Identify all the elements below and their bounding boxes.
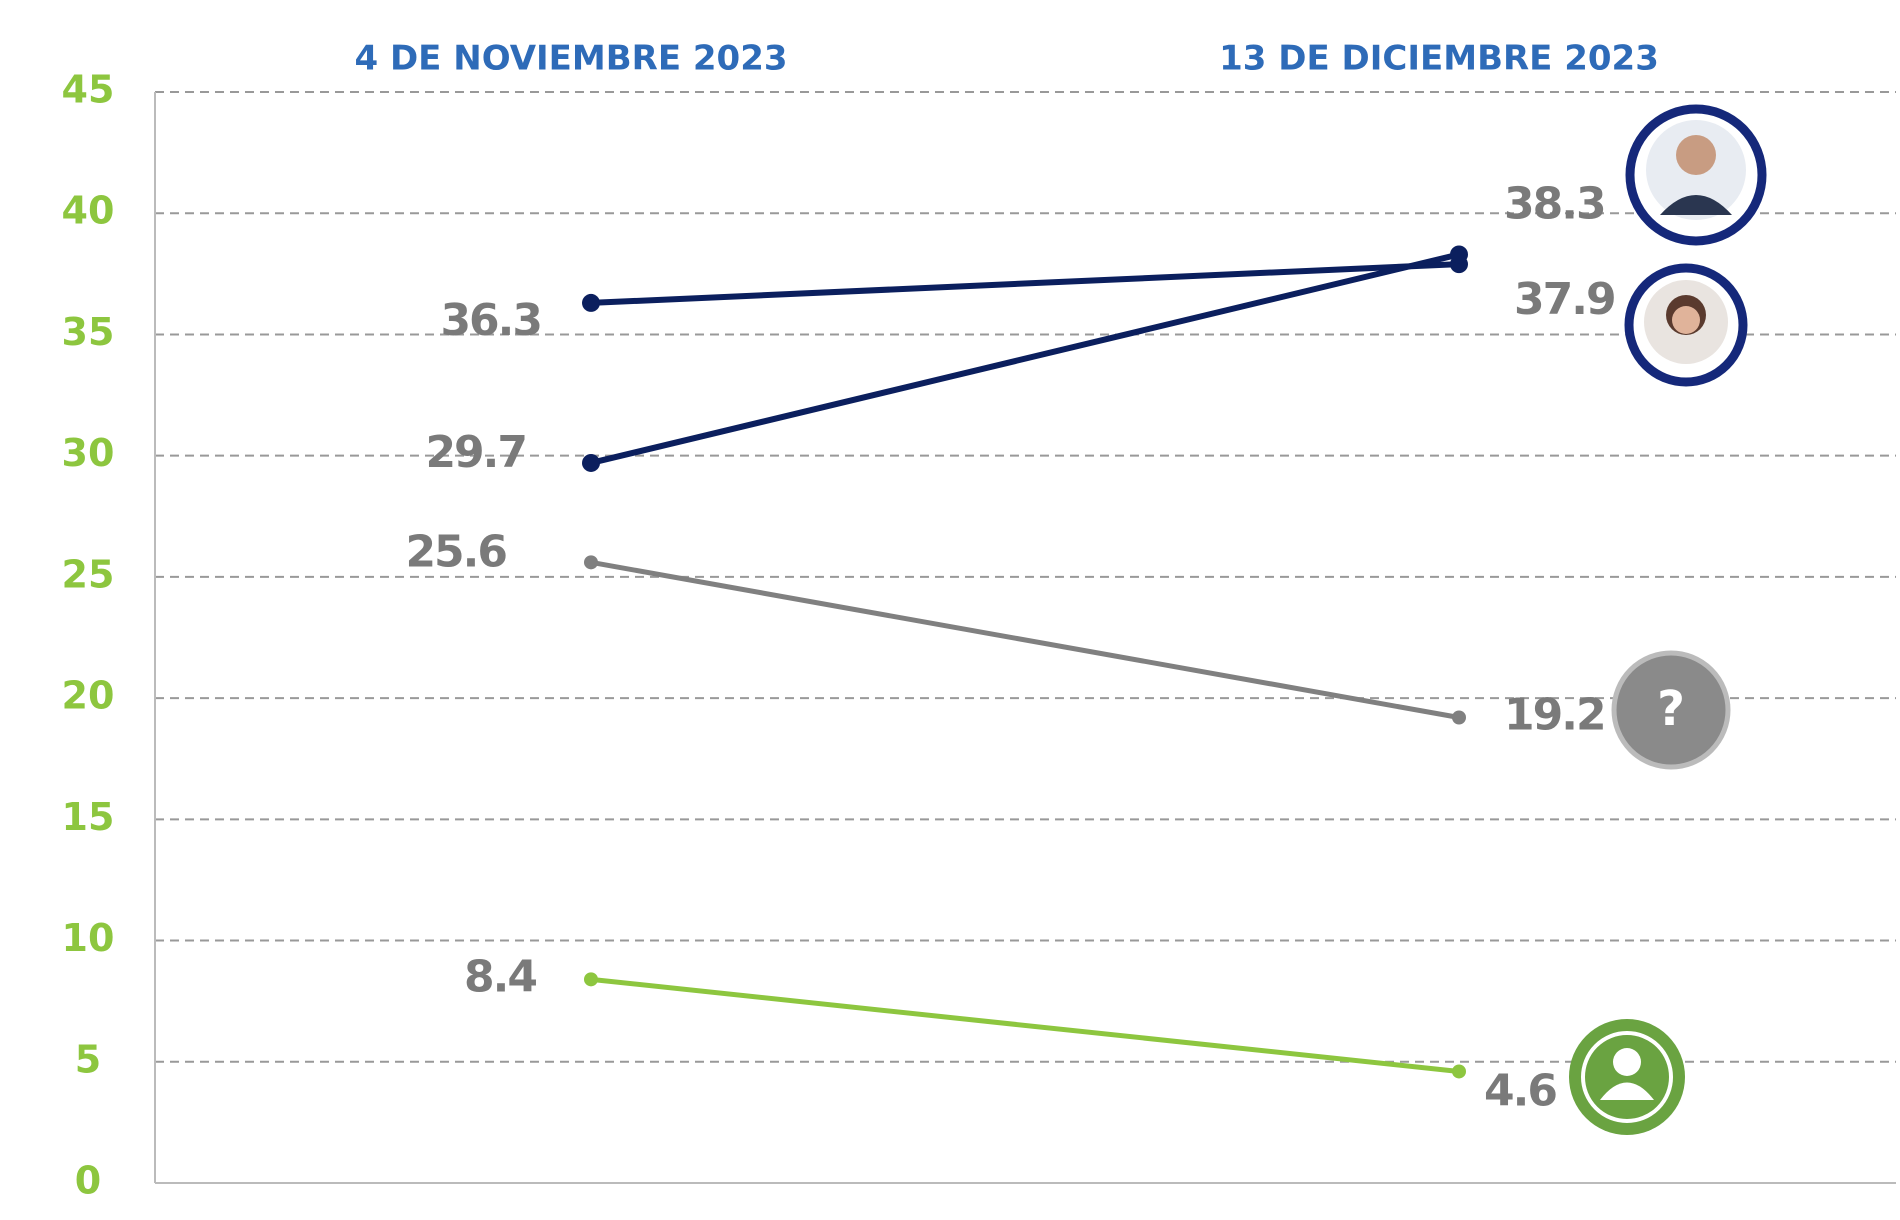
y-tick-label: 10 bbox=[62, 916, 115, 960]
y-tick-label: 30 bbox=[62, 431, 115, 475]
user-head bbox=[1613, 1048, 1641, 1076]
y-tick-label: 40 bbox=[62, 189, 115, 233]
y-tick-label: 15 bbox=[62, 795, 115, 839]
chart: ? 0 5 10 15 20 25 30 35 40 45 4 DE NOVIEMBRE 2023 1… bbox=[0, 0, 1900, 1220]
y-tick-label: 20 bbox=[62, 674, 115, 718]
category-label: 13 DE DICIEMBRE 2023 bbox=[1219, 39, 1659, 79]
value-label: 38.3 bbox=[1504, 178, 1605, 229]
y-tick-label: 45 bbox=[62, 68, 115, 112]
avatar-face bbox=[1672, 306, 1700, 334]
value-label: 4.6 bbox=[1484, 1065, 1556, 1116]
category-label: 4 DE NOVIEMBRE 2023 bbox=[354, 39, 787, 79]
point bbox=[1450, 245, 1468, 263]
point bbox=[1452, 1064, 1466, 1078]
value-label: 25.6 bbox=[405, 526, 506, 577]
point bbox=[582, 294, 600, 312]
point bbox=[584, 972, 598, 986]
value-label: 36.3 bbox=[440, 295, 541, 346]
value-label: 29.7 bbox=[425, 427, 526, 478]
y-tick-label: 5 bbox=[75, 1037, 101, 1081]
point bbox=[1452, 711, 1466, 725]
value-label: 8.4 bbox=[464, 951, 536, 1002]
value-label: 37.9 bbox=[1514, 274, 1615, 325]
value-label: 19.2 bbox=[1504, 690, 1605, 741]
y-tick-label: 25 bbox=[62, 552, 115, 596]
y-tick-label: 35 bbox=[62, 310, 115, 354]
y-tick-label: 0 bbox=[75, 1159, 101, 1203]
unknown-mark: ? bbox=[1657, 681, 1685, 737]
point bbox=[584, 555, 598, 569]
point bbox=[582, 454, 600, 472]
user-icon bbox=[1569, 1019, 1685, 1135]
avatar-face bbox=[1676, 135, 1716, 175]
